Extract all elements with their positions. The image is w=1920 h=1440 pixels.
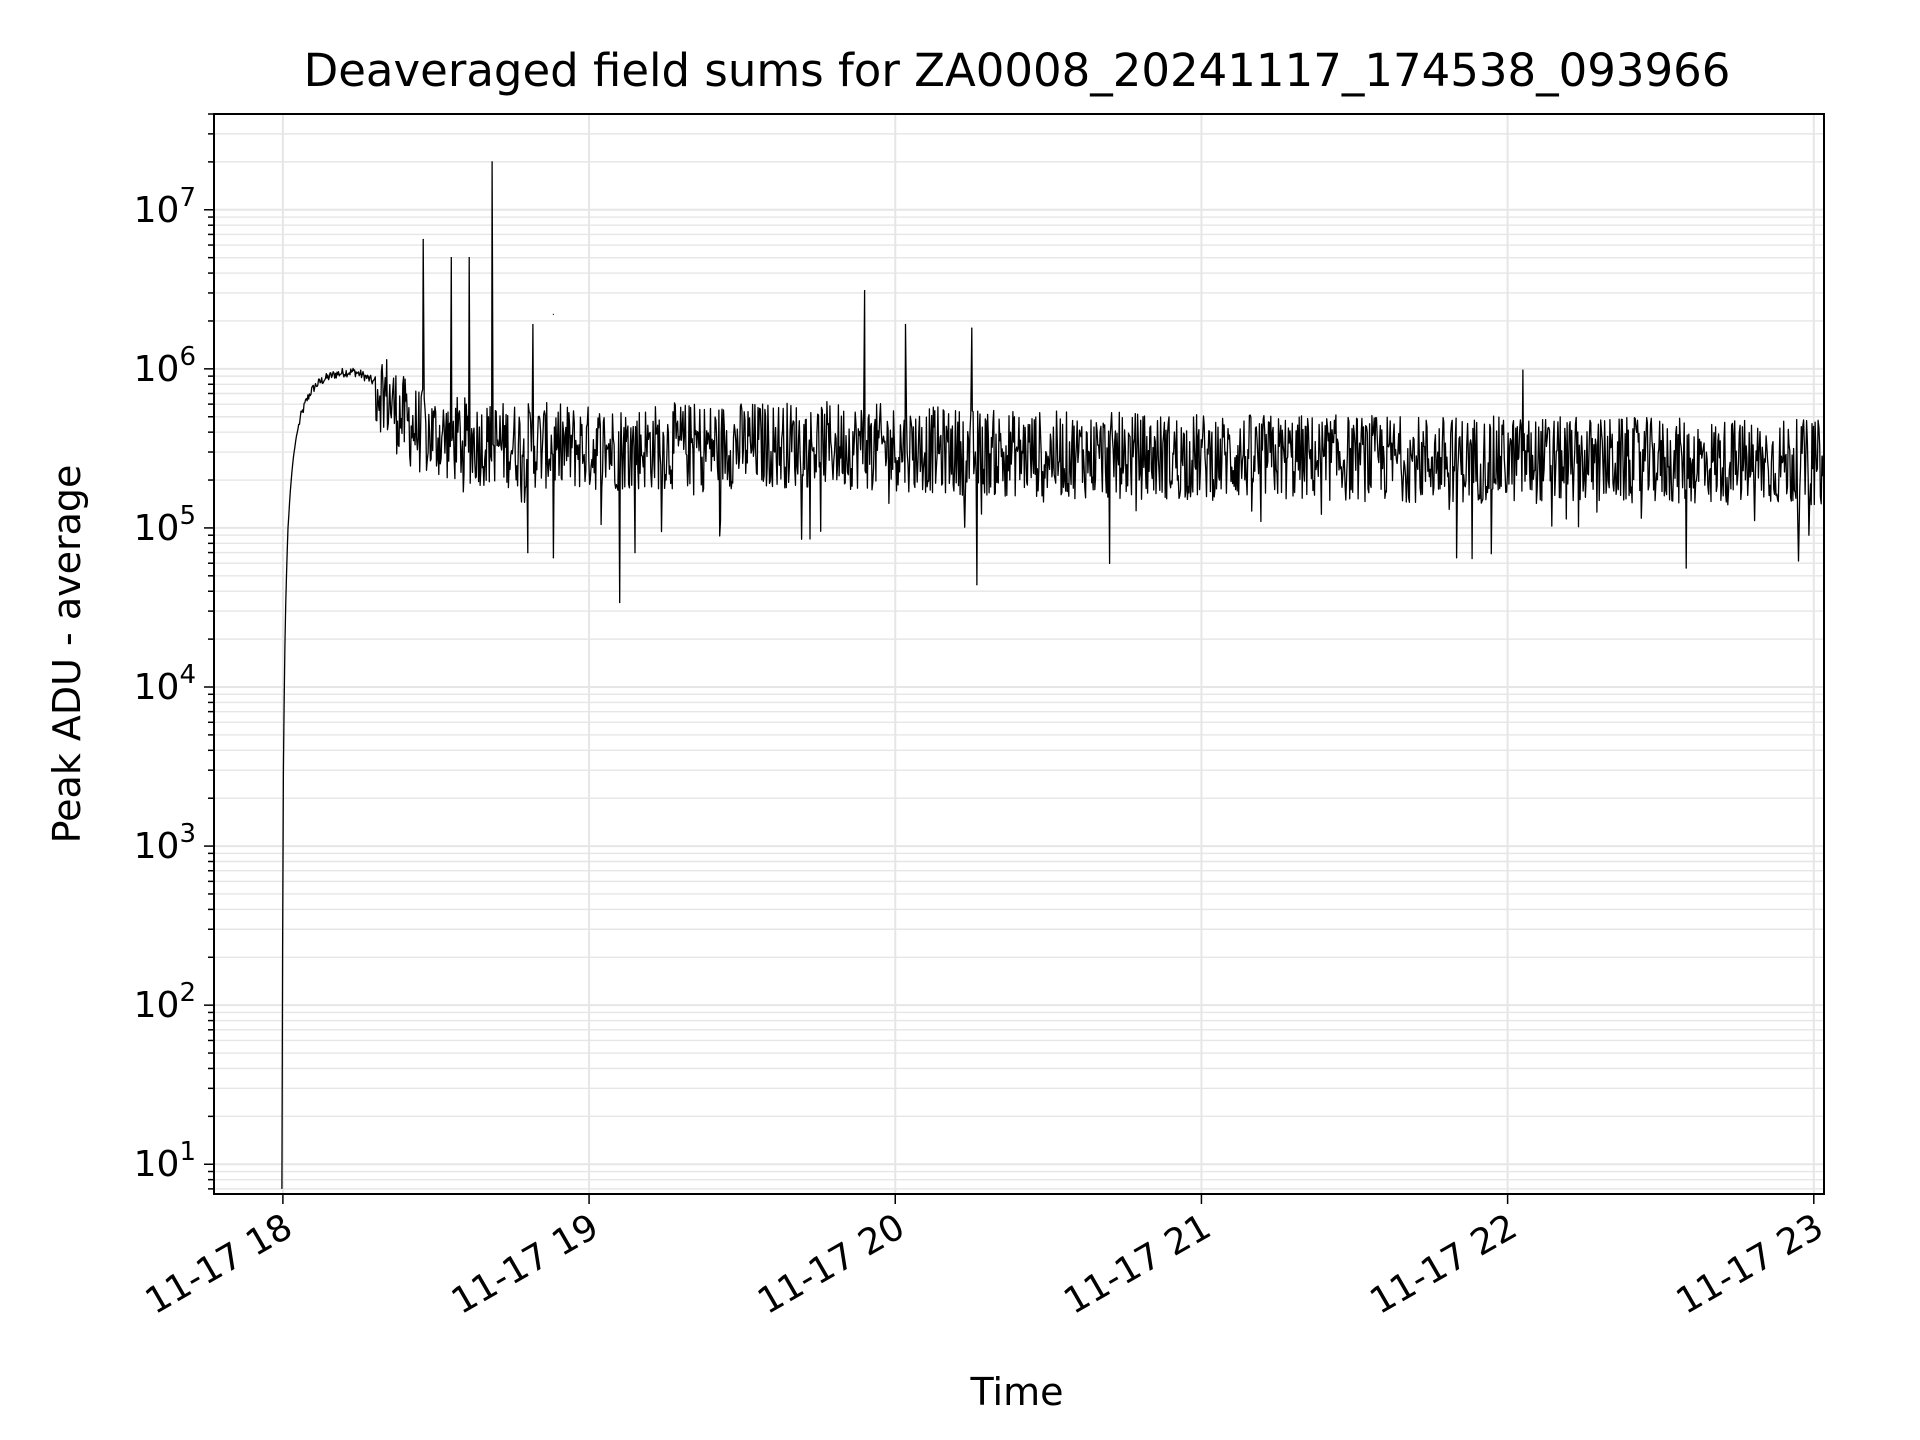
spike-point	[532, 323, 534, 326]
series-line	[281, 161, 1824, 1189]
x-axis-ticks: 11-17 18 11-17 19 11-17 20 11-17 21 11-17 22…	[139, 1194, 1831, 1323]
dip-point	[634, 551, 636, 554]
spike-point	[904, 323, 907, 326]
x-tick-label: 11-17 23	[1670, 1206, 1831, 1322]
y-axis-label: Peak ADU - average	[45, 465, 89, 844]
plot-frame	[213, 113, 1825, 1195]
spike-point	[450, 257, 452, 259]
y-tick-base: 10	[134, 190, 180, 231]
y-tick-exponent: 2	[179, 978, 196, 1008]
x-tick-label: 11-17 18	[139, 1206, 300, 1322]
y-tick-base: 10	[134, 667, 180, 708]
y-tick-exponent: 5	[179, 501, 196, 531]
dip-point	[1108, 562, 1111, 564]
y-tick-exponent: 4	[179, 660, 196, 690]
dip-point	[619, 601, 621, 604]
series-group	[281, 161, 1824, 1189]
y-tick-base: 10	[134, 349, 180, 390]
y-tick-exponent: 7	[179, 183, 196, 213]
y-tick-label: 103	[134, 819, 196, 867]
y-tick-base: 10	[134, 1144, 180, 1185]
spike-point	[1522, 369, 1524, 371]
y-tick-label: 104	[134, 660, 196, 708]
spike-point	[552, 313, 554, 315]
dip-point	[976, 584, 978, 586]
x-axis-label: Time	[970, 1370, 1064, 1414]
x-tick-label: 11-17 20	[751, 1206, 912, 1322]
spike-point	[864, 290, 866, 292]
dip-point	[1685, 567, 1687, 569]
y-tick-label: 106	[134, 342, 196, 390]
chart-title: Deaveraged field sums for ZA0008_2024111…	[304, 44, 1731, 97]
spike-point	[491, 161, 493, 163]
spike-point	[468, 257, 470, 259]
grid-lines	[214, 113, 1824, 1194]
y-tick-label: 102	[134, 978, 196, 1026]
y-tick-label: 105	[134, 501, 196, 549]
y-tick-label: 101	[134, 1137, 196, 1185]
y-tick-base: 10	[134, 826, 180, 867]
dip-point	[1797, 560, 1800, 562]
y-tick-exponent: 3	[179, 819, 196, 849]
plot-area	[281, 161, 1824, 1189]
y-tick-base: 10	[134, 985, 180, 1026]
spike-point	[422, 238, 424, 241]
spike-point	[971, 327, 973, 329]
y-tick-base: 10	[134, 508, 180, 549]
dip-point	[1455, 557, 1458, 559]
x-tick-label: 11-17 21	[1057, 1206, 1218, 1322]
y-tick-exponent: 1	[179, 1137, 196, 1167]
dip-point	[552, 557, 554, 559]
dip-point	[527, 551, 529, 554]
y-tick-exponent: 6	[179, 342, 196, 372]
x-tick-label: 11-17 19	[445, 1206, 606, 1322]
x-tick-label: 11-17 22	[1363, 1206, 1524, 1322]
y-tick-label: 107	[134, 183, 196, 231]
